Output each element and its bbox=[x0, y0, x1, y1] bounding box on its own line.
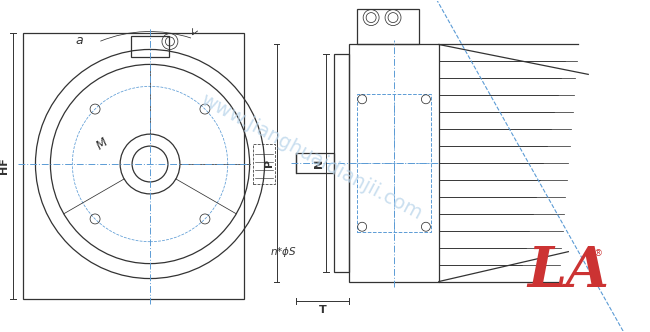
Bar bbox=[334, 54, 349, 272]
Text: www.jianghuaidianjii.com: www.jianghuaidianjii.com bbox=[198, 90, 425, 224]
Bar bbox=[296, 153, 334, 173]
Bar bbox=[253, 144, 274, 184]
Text: N: N bbox=[315, 158, 324, 168]
Text: n*$\phi$S: n*$\phi$S bbox=[270, 245, 296, 259]
Text: LA: LA bbox=[527, 244, 609, 299]
Text: M: M bbox=[94, 136, 111, 152]
Text: HF: HF bbox=[0, 158, 8, 174]
Text: a: a bbox=[75, 34, 83, 47]
Text: T: T bbox=[319, 305, 327, 315]
Text: P: P bbox=[263, 159, 274, 167]
Bar bbox=[349, 44, 439, 282]
Bar bbox=[358, 9, 419, 44]
Bar bbox=[131, 36, 169, 57]
Bar bbox=[23, 33, 244, 299]
Bar bbox=[358, 94, 431, 232]
Text: ®: ® bbox=[593, 249, 603, 258]
